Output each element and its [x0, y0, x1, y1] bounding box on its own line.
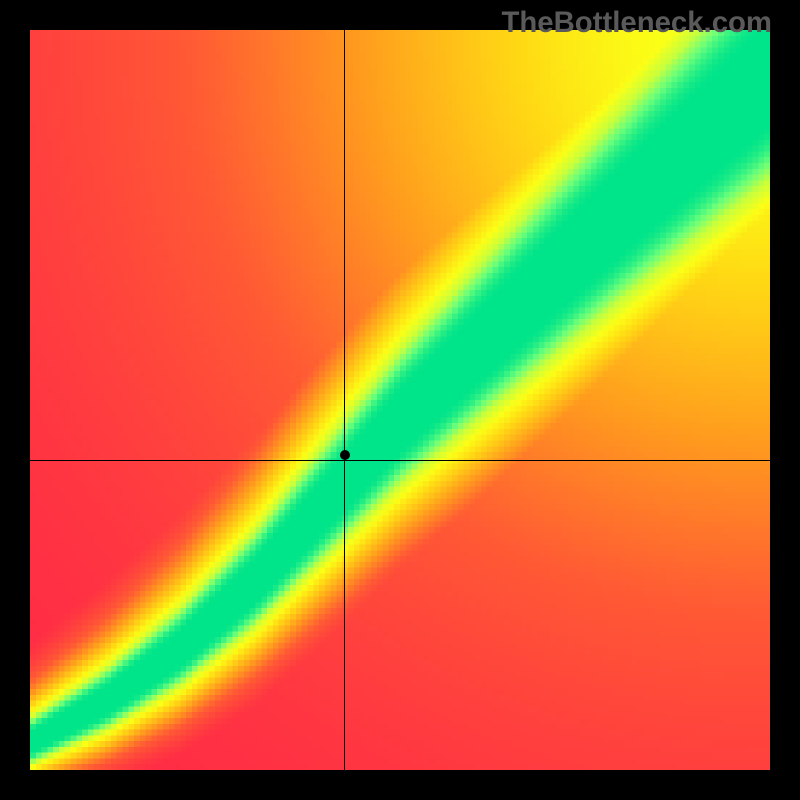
crosshair-vertical	[344, 30, 345, 770]
chart-container: TheBottleneck.com	[0, 0, 800, 800]
crosshair-horizontal	[30, 460, 770, 461]
bottleneck-heatmap	[30, 30, 770, 770]
crosshair-marker	[340, 450, 350, 460]
watermark-text: TheBottleneck.com	[501, 6, 772, 40]
